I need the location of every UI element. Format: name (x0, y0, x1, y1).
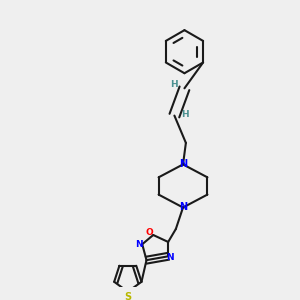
Text: O: O (145, 228, 153, 237)
Text: N: N (179, 159, 187, 170)
Text: H: H (182, 110, 189, 119)
Text: N: N (179, 202, 187, 212)
Text: N: N (135, 240, 142, 249)
Text: N: N (166, 253, 173, 262)
Text: H: H (170, 80, 177, 88)
Text: S: S (124, 292, 131, 300)
